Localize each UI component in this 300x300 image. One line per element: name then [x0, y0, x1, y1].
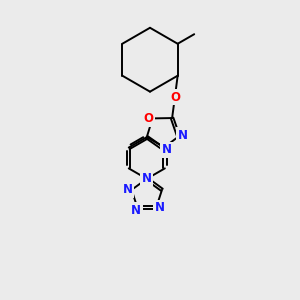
Text: N: N [162, 143, 172, 156]
Text: N: N [122, 183, 132, 196]
Text: O: O [170, 91, 180, 104]
Text: O: O [143, 112, 153, 125]
Text: N: N [131, 204, 141, 217]
Text: N: N [155, 201, 165, 214]
Text: N: N [142, 172, 152, 185]
Text: N: N [178, 129, 188, 142]
